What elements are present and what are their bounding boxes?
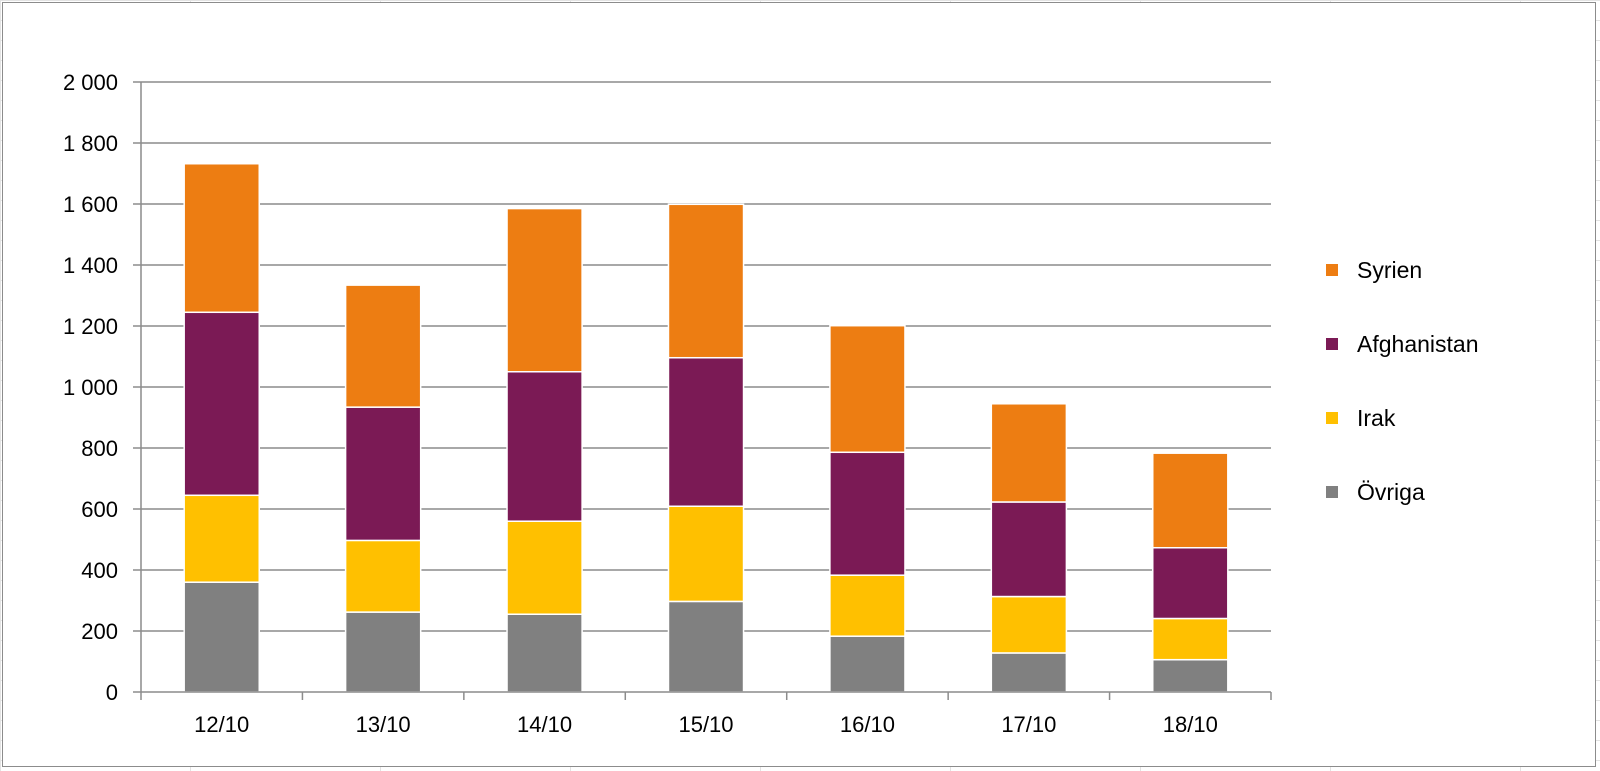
bar-segment-syrien [990,403,1068,503]
y-tick-label: 1 000 [63,375,118,400]
legend: Syrien Afghanistan Irak Övriga [1326,257,1478,505]
bar-segment-afghanistan [990,501,1068,598]
bar-segment-afghanistan [667,356,745,508]
bar-segment--vriga [183,581,260,693]
bar-segment--vriga [506,613,583,693]
y-tick-label: 1 800 [63,131,118,156]
bar-segment-irak [344,539,422,613]
y-tick-label: 1 600 [63,192,118,217]
y-tick-label: 800 [81,436,118,461]
legend-swatch [1326,264,1338,276]
bar-segment--vriga [990,652,1068,693]
bar-segment--vriga [1152,658,1229,693]
legend-swatch [1326,338,1338,350]
x-tick-label: 14/10 [517,712,572,737]
x-tick-label: 15/10 [678,712,733,737]
x-tick-label: 12/10 [194,712,249,737]
bar-segment-irak [506,520,583,615]
y-tick-label: 400 [81,558,118,583]
bar-segment-syrien [506,207,583,373]
bar-segment-irak [990,595,1068,654]
bar-segment--vriga [344,611,422,693]
x-tick-label: 13/10 [356,712,411,737]
x-tick-label: 16/10 [840,712,895,737]
bar-segment-syrien [829,324,906,454]
bars [183,162,1229,693]
bar-segment-syrien [183,162,260,314]
y-tick-label: 200 [81,619,118,644]
bar-segment-afghanistan [829,451,906,576]
y-tick-label: 0 [106,680,118,705]
bar-segment-irak [1152,617,1229,661]
y-tick-label: 1 200 [63,314,118,339]
bar-segment-afghanistan [1152,546,1229,620]
bar-segment-irak [667,505,745,603]
bar-segment--vriga [667,600,745,693]
legend-swatch [1326,412,1338,424]
bar-segment-syrien [667,203,745,359]
y-tick-label: 1 400 [63,253,118,278]
bar-segment-irak [829,574,906,637]
y-tick-label: 2 000 [63,70,118,95]
x-tick-label: 18/10 [1163,712,1218,737]
axes: 0 200 400 600 800 1 000 1 200 1 400 1 600 1 800 2 … [63,70,1272,737]
bar-segment-afghanistan [344,406,422,542]
bar-segment-irak [183,494,260,583]
legend-label: Irak [1357,405,1396,431]
legend-label: Afghanistan [1357,331,1478,357]
legend-label: Syrien [1357,257,1422,283]
bar-segment--vriga [829,635,906,693]
bar-segment-syrien [1152,452,1229,549]
bar-segment-syrien [344,284,422,408]
x-tick-label: 17/10 [1001,712,1056,737]
y-tick-label: 600 [81,497,118,522]
legend-swatch [1326,486,1338,498]
legend-label: Övriga [1357,479,1425,505]
bar-segment-afghanistan [183,311,260,497]
bar-segment-afghanistan [506,371,583,522]
